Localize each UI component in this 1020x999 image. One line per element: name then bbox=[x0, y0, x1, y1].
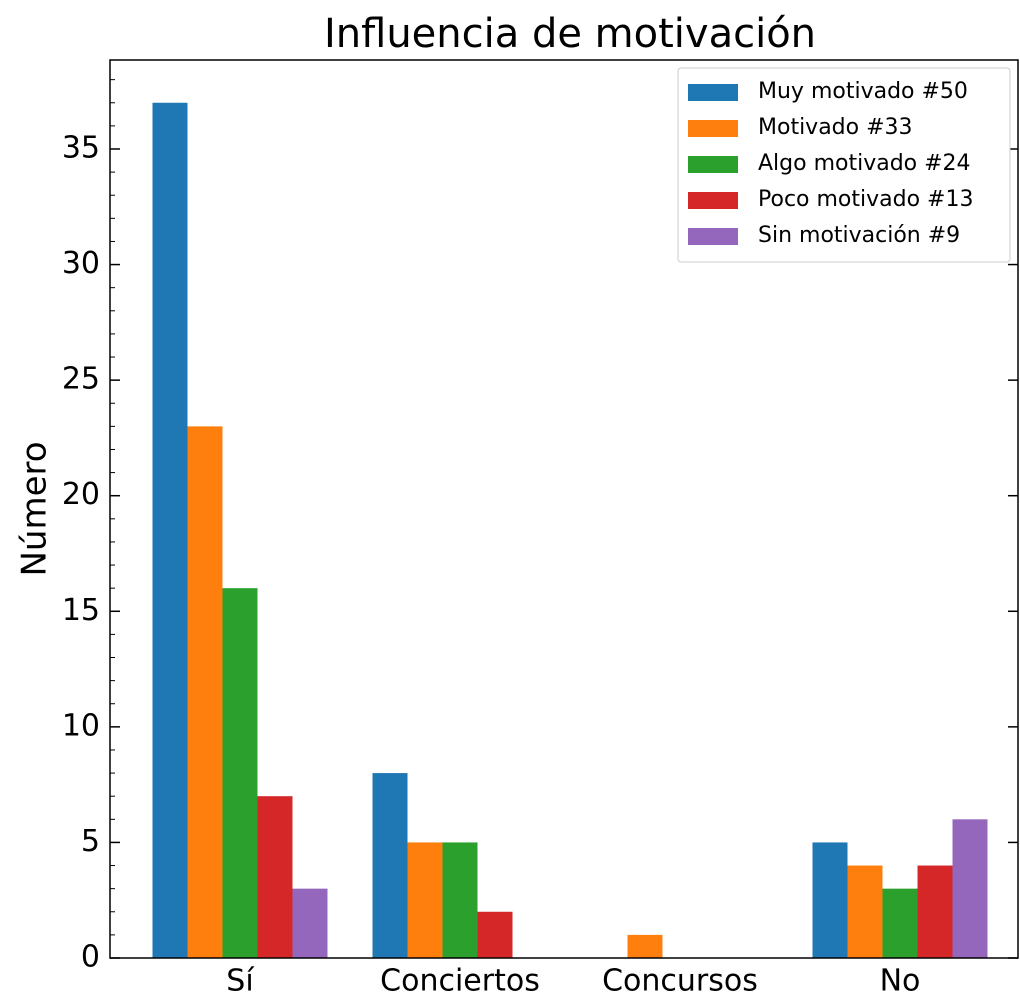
bar bbox=[812, 842, 848, 958]
bar bbox=[187, 426, 223, 959]
bar bbox=[847, 865, 883, 958]
y-tick-label: 10 bbox=[62, 708, 100, 743]
legend-swatch bbox=[688, 192, 738, 209]
bar bbox=[152, 102, 188, 958]
bar bbox=[917, 865, 953, 958]
bar bbox=[882, 888, 918, 958]
bar bbox=[952, 819, 988, 958]
y-tick-label: 5 bbox=[81, 824, 100, 859]
legend-label: Motivado #33 bbox=[758, 115, 913, 140]
x-tick-label: Sí bbox=[226, 964, 255, 999]
y-tick-label: 30 bbox=[62, 246, 100, 281]
legend-swatch bbox=[688, 228, 738, 245]
legend-label: Algo motivado #24 bbox=[758, 151, 971, 176]
y-tick-label: 0 bbox=[81, 940, 100, 975]
x-tick-label: Concursos bbox=[602, 964, 758, 999]
y-axis-label: Número bbox=[15, 441, 55, 576]
legend-label: Muy motivado #50 bbox=[758, 79, 968, 104]
legend-box bbox=[677, 67, 1011, 263]
bar bbox=[222, 588, 258, 958]
y-tick-label: 35 bbox=[62, 130, 100, 165]
bar bbox=[442, 842, 478, 958]
bar bbox=[477, 911, 513, 958]
plot-frame bbox=[109, 59, 1019, 959]
bar bbox=[257, 796, 293, 958]
x-tick-label: Conciertos bbox=[380, 964, 540, 999]
y-tick-label: 25 bbox=[62, 362, 100, 397]
x-tick-label: No bbox=[880, 964, 921, 999]
bar bbox=[372, 773, 408, 958]
legend-label: Poco motivado #13 bbox=[758, 187, 973, 212]
legend-swatch bbox=[688, 84, 738, 101]
legend-swatch bbox=[688, 120, 738, 137]
bar bbox=[292, 888, 328, 958]
y-tick-label: 20 bbox=[62, 477, 100, 512]
bar bbox=[407, 842, 443, 958]
legend-label: Sin motivación #9 bbox=[758, 223, 960, 248]
bar bbox=[627, 934, 663, 958]
legend-swatch bbox=[688, 156, 738, 173]
chart-title: Influencia de motivación bbox=[324, 11, 816, 57]
y-tick-label: 15 bbox=[62, 593, 100, 628]
